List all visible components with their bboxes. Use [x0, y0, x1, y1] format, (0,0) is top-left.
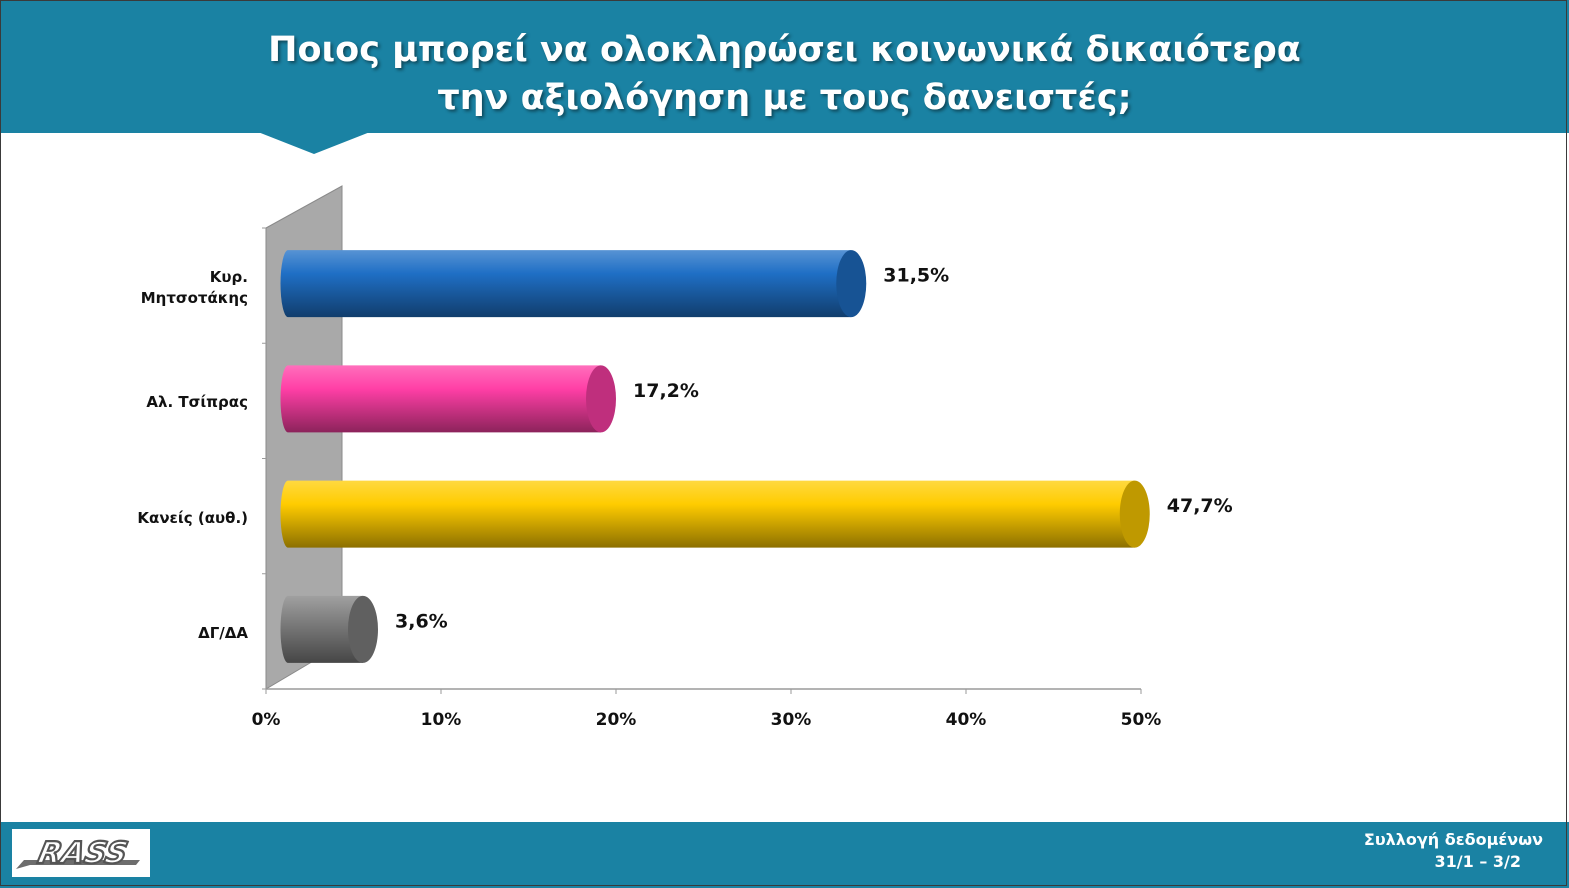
- bar: [280, 480, 1135, 548]
- category-label-line: Κυρ.: [209, 267, 248, 286]
- title-banner-notch: [258, 132, 370, 154]
- category-label: ΔΓ/ΔΑ: [48, 623, 248, 644]
- bar-end-cap: [836, 250, 867, 318]
- footer-bar: [0, 822, 1569, 888]
- category-label: Κανείς (αυθ.): [48, 508, 248, 529]
- x-tick-label: 0%: [252, 710, 281, 730]
- category-label-line: ΔΓ/ΔΑ: [198, 623, 248, 642]
- bar: [280, 250, 852, 318]
- x-tick-label: 40%: [946, 710, 987, 730]
- category-label-line: Αλ. Τσίπρας: [146, 393, 248, 412]
- x-tick-label: 30%: [771, 710, 812, 730]
- data-collection-note: Συλλογή δεδομένων 31/1 – 3/2: [1243, 829, 1543, 873]
- data-label: 47,7%: [1167, 495, 1233, 517]
- bar-end-cap: [586, 365, 616, 433]
- page-title: Ποιος μπορεί να ολοκληρώσει κοινωνικά δι…: [0, 26, 1569, 122]
- title-banner: [0, 0, 1569, 133]
- svg-text:RASS: RASS: [35, 836, 131, 871]
- data-label: 3,6%: [395, 610, 448, 632]
- data-collection-dates: 31/1 – 3/2: [1434, 852, 1522, 871]
- data-collection-label: Συλλογή δεδομένων: [1363, 830, 1543, 849]
- category-label: Αλ. Τσίπρας: [48, 392, 248, 413]
- category-label-line: Μητσοτάκης: [140, 288, 248, 307]
- category-label: Κυρ. Μητσοτάκης: [48, 267, 248, 309]
- x-tick-label: 20%: [596, 710, 637, 730]
- data-label: 17,2%: [633, 380, 699, 402]
- page-title-line-2: την αξιολόγηση με τους δανειστές;: [437, 78, 1132, 118]
- bar: [280, 365, 601, 433]
- bar-end-cap: [348, 595, 378, 663]
- bar-end-cap: [1119, 480, 1150, 548]
- x-tick-label: 10%: [421, 710, 462, 730]
- page-title-line-1: Ποιος μπορεί να ολοκληρώσει κοινωνικά δι…: [268, 30, 1301, 70]
- rass-logo: RASS: [12, 829, 150, 877]
- bar: [280, 595, 363, 663]
- data-label: 31,5%: [883, 265, 949, 287]
- rass-logo-mark: RASS: [16, 835, 140, 872]
- category-label-line: Κανείς (αυθ.): [137, 508, 248, 527]
- x-tick-label: 50%: [1121, 710, 1162, 730]
